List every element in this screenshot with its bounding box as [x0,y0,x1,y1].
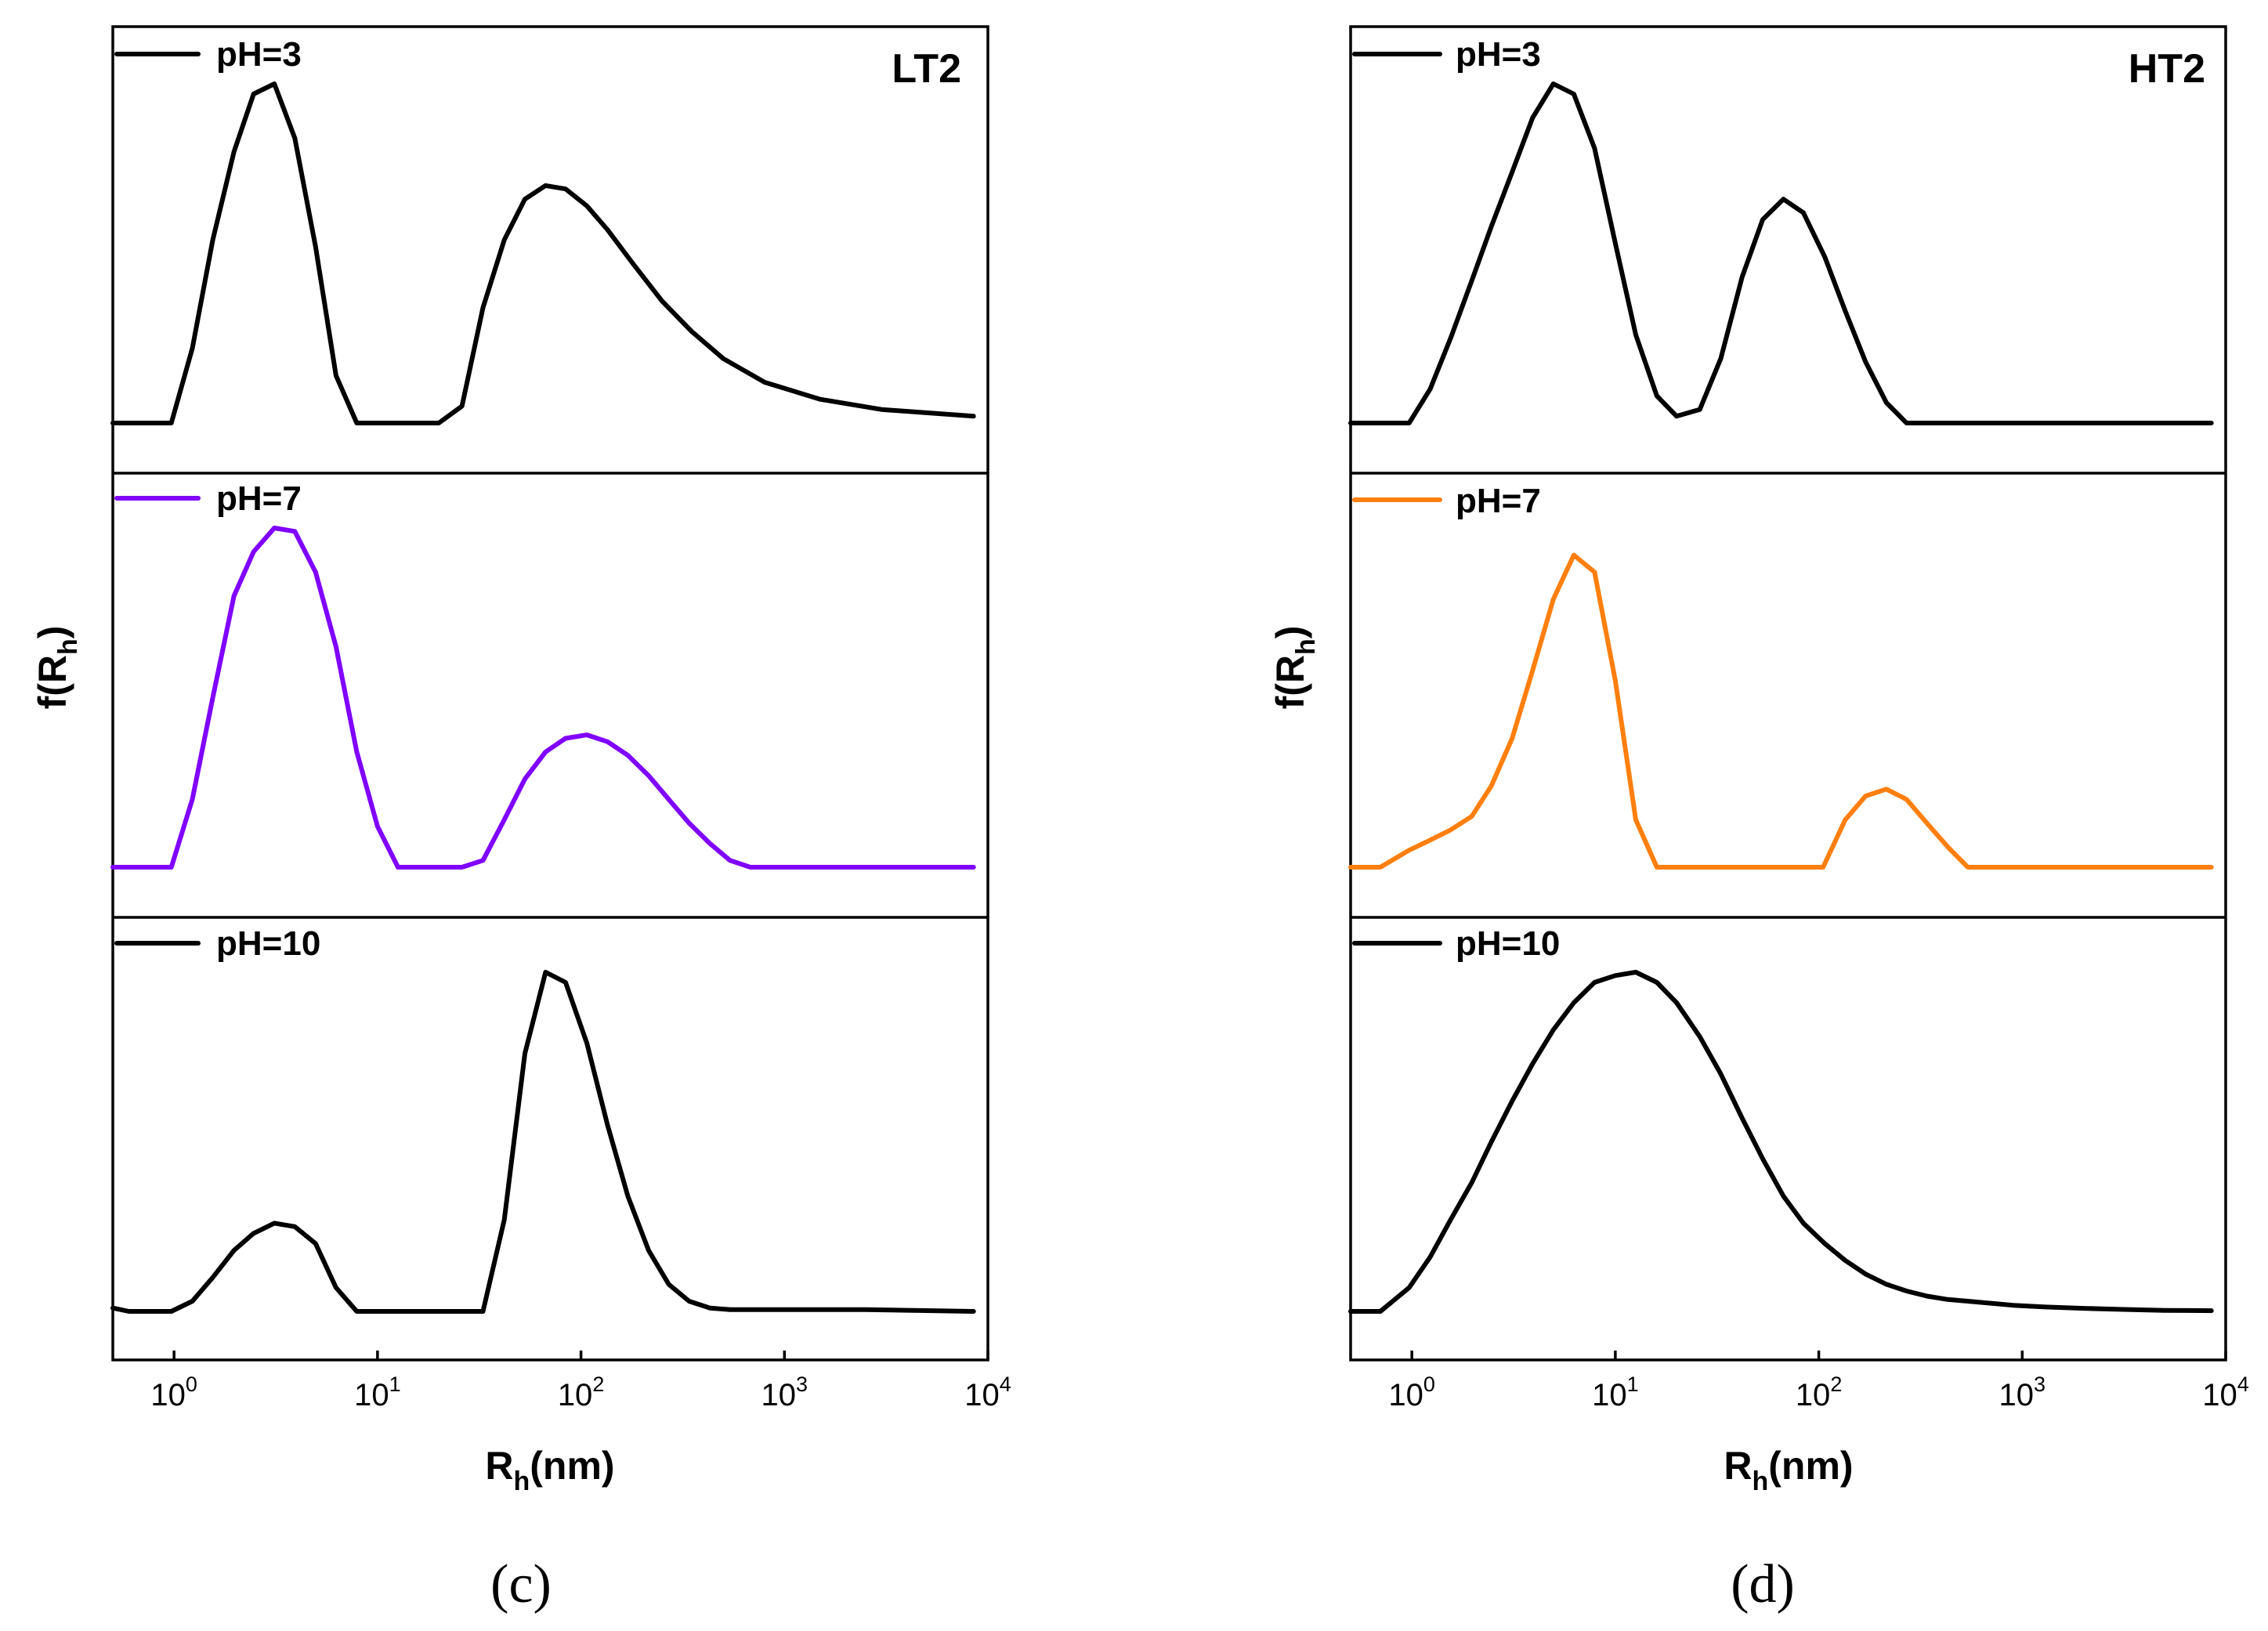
right-x-axis-label: Rh(nm) [1724,1444,1853,1496]
left-panel-label: (c) [490,1554,552,1615]
left-ylabel-rest: ) [31,626,74,639]
left-ylabel-sub: h [53,638,83,655]
left-x-ticks: 100 101 102 103 104 [150,1351,1011,1412]
left-legend-label-ph3: pH=3 [216,35,302,74]
chart-left: pH=3 pH=7 pH=10 LT2 100 101 102 103 104 Rh(n… [31,25,1011,1615]
x-tick-label: 101 [1592,1372,1639,1412]
left-plot-frame [111,25,989,1362]
left-legend-label-ph10: pH=10 [216,924,320,963]
right-ylabel-main: f(R [1268,655,1312,709]
right-xlabel-rest: (nm) [1768,1444,1853,1488]
right-y-axis-label: f(Rh) [1268,626,1321,710]
right-curve-ph3 [1348,81,2214,425]
right-panel-label: (d) [1731,1554,1795,1615]
right-legend-label-ph10: pH=10 [1456,924,1560,963]
x-tick-label: 100 [1388,1372,1435,1412]
left-legend-label-ph7: pH=7 [216,479,302,518]
right-sample-tag: HT2 [2129,46,2205,92]
left-xlabel-sub: h [514,1466,530,1496]
right-curve-ph7 [1348,552,2214,870]
left-sample-tag: LT2 [892,46,961,92]
left-curve-ph3 [110,81,976,425]
left-ylabel-main: f(R [31,655,74,709]
right-plot-frame [1349,25,2227,1362]
x-tick-label: 103 [761,1372,808,1412]
right-curve-ph10 [1348,970,2214,1314]
right-legend-label-ph7: pH=7 [1456,482,1541,520]
right-x-ticks: 100 101 102 103 104 [1388,1351,2249,1412]
x-tick-label: 104 [2202,1372,2249,1412]
right-legend-label-ph3: pH=3 [1456,35,1541,74]
right-xlabel-main: R [1724,1444,1752,1488]
x-tick-label: 101 [354,1372,401,1412]
left-xlabel-main: R [485,1444,513,1488]
x-tick-label: 104 [964,1372,1011,1412]
left-y-axis-label: f(Rh) [31,626,83,710]
x-tick-label: 100 [150,1372,197,1412]
right-xlabel-sub: h [1753,1466,1769,1496]
x-tick-label: 103 [1999,1372,2046,1412]
left-x-axis-label: Rh(nm) [485,1444,614,1496]
right-ylabel-rest: ) [1268,626,1312,639]
right-ylabel-sub: h [1291,638,1321,655]
x-tick-label: 102 [1796,1372,1843,1412]
chart-right: pH=3 pH=7 pH=10 HT2 100 101 102 103 104 Rh(n… [1268,25,2249,1615]
x-tick-label: 102 [558,1372,605,1412]
left-xlabel-rest: (nm) [530,1444,614,1488]
left-curve-ph10 [110,970,976,1314]
left-curve-ph7 [110,526,976,870]
